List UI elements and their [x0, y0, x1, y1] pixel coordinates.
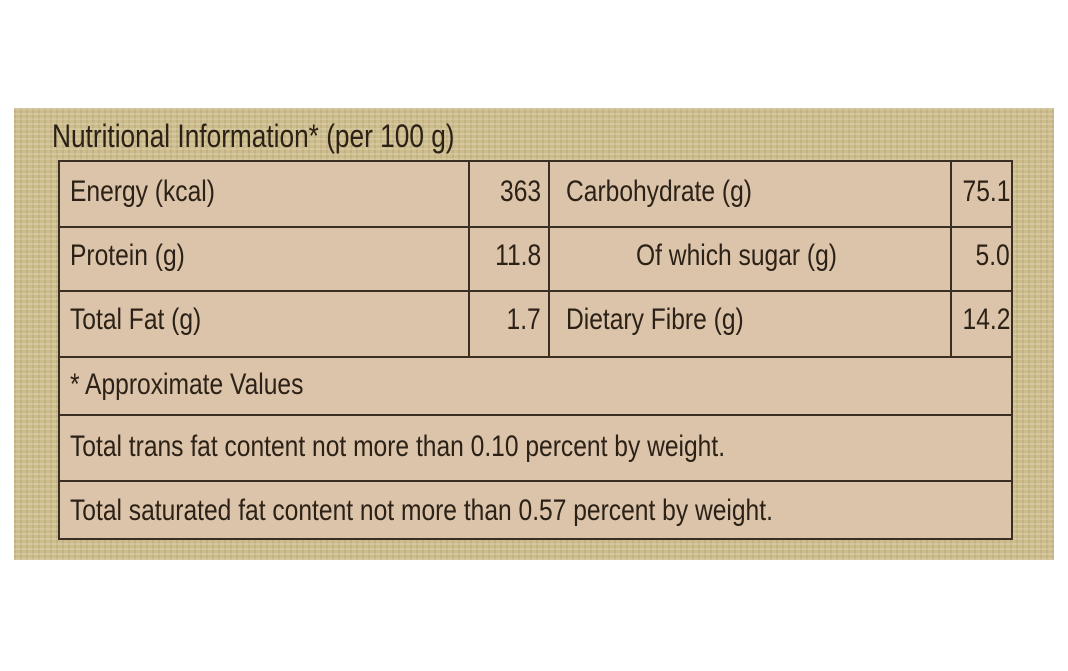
row-line [60, 290, 1011, 292]
col-line [548, 162, 550, 356]
nutrient-label: Protein (g) [70, 239, 185, 272]
nutrient-label: Carbohydrate (g) [566, 175, 752, 208]
col-line [468, 162, 470, 356]
nutrient-value: 75.1 [962, 175, 1010, 208]
note: Total trans fat content not more than 0.… [70, 430, 726, 463]
nutrition-table [58, 160, 1013, 540]
note: Total saturated fat content not more tha… [70, 494, 773, 527]
nutrient-value: 363 [499, 175, 541, 208]
row-line [60, 480, 1011, 482]
title: Nutritional Information* (per 100 g) [52, 118, 455, 154]
nutrient-value: 1.7 [506, 303, 541, 336]
nutrient-label: Of which sugar (g) [636, 239, 837, 272]
row-line [60, 226, 1011, 228]
nutrient-label: Dietary Fibre (g) [566, 303, 744, 336]
nutrient-value: 14.2 [962, 303, 1010, 336]
row-line [60, 414, 1011, 416]
nutrient-value: 5.0 [975, 239, 1010, 272]
nutrient-label: Energy (kcal) [70, 175, 215, 208]
nutrient-value: 11.8 [494, 239, 541, 272]
col-line [950, 162, 952, 356]
note: * Approximate Values [70, 368, 304, 401]
nutrient-label: Total Fat (g) [70, 303, 202, 336]
row-line [60, 356, 1011, 358]
